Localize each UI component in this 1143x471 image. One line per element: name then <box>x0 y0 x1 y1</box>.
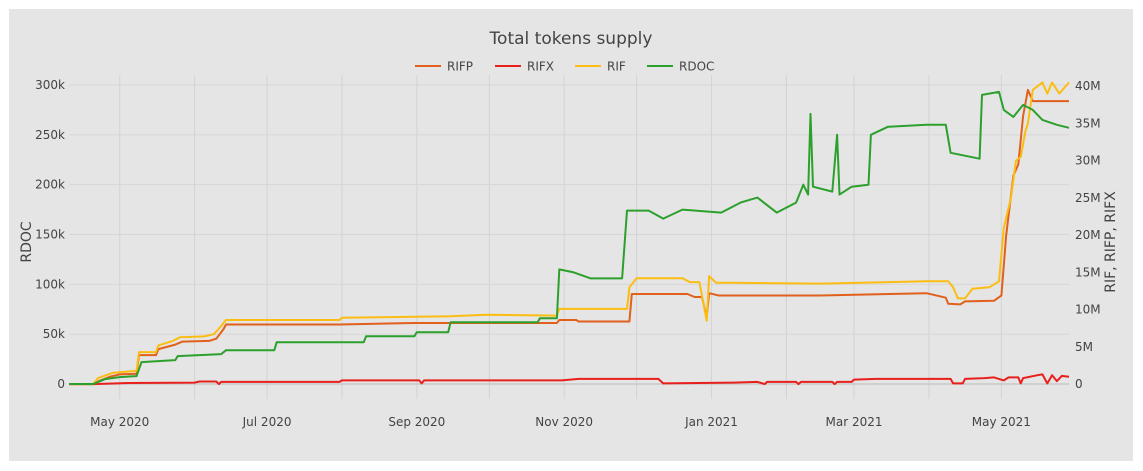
chart-title: Total tokens supply <box>489 29 653 49</box>
axis-layer: May 2020 Jul 2020 Sep 2020 Nov 2020 Jan 2021… <box>35 78 1100 429</box>
series-line-rifx <box>69 373 1070 386</box>
y-right-tick-label: 40M <box>1075 79 1101 93</box>
y-right-tick-label: 15M <box>1075 265 1101 279</box>
y-left-tick-label: 150k <box>35 228 65 242</box>
x-tick-label: Jan 2021 <box>684 415 738 429</box>
legend-label: RIF <box>607 60 626 74</box>
legend-label: RDOC <box>679 60 714 74</box>
x-tick-label: Nov 2020 <box>535 415 593 429</box>
legend-label: RIFX <box>527 60 554 74</box>
y-left-tick-label: 300k <box>35 78 65 92</box>
y-right-tick-label: 10M <box>1075 303 1101 317</box>
x-tick-label: Sep 2020 <box>388 415 445 429</box>
legend-item-rdoc[interactable]: RDOC <box>647 60 714 74</box>
x-tick-label: Mar 2021 <box>826 415 883 429</box>
legend-label: RIFP <box>447 60 473 74</box>
grid-layer <box>69 75 1069 399</box>
series-line-rdoc <box>69 90 1070 385</box>
y-right-tick-label: 35M <box>1075 116 1101 130</box>
x-tick-label: May 2020 <box>90 415 149 429</box>
legend-item-rifp[interactable]: RIFP <box>415 60 473 74</box>
y-right-tick-label: 25M <box>1075 191 1101 205</box>
series-layer <box>69 81 1070 386</box>
legend-item-rif[interactable]: RIF <box>575 60 626 74</box>
y-right-tick-label: 5M <box>1075 340 1093 354</box>
y-axis-left-title: RDOC <box>19 221 35 263</box>
legend[interactable]: RIFP RIFX RIF RDOC <box>415 60 714 74</box>
y-right-tick-label: 30M <box>1075 154 1101 168</box>
y-left-tick-label: 250k <box>35 128 65 142</box>
x-tick-label: Jul 2020 <box>242 415 292 429</box>
series-line-rif <box>69 81 1070 386</box>
y-axis-right-title: RIF, RIFP, RIFX <box>1103 191 1119 293</box>
y-left-tick-label: 50k <box>43 327 65 341</box>
y-right-tick-label: 0 <box>1075 377 1083 391</box>
y-right-tick-label: 20M <box>1075 228 1101 242</box>
y-left-tick-label: 0 <box>57 377 65 391</box>
y-left-tick-label: 100k <box>35 277 65 291</box>
series-line-rifp <box>69 88 1069 386</box>
line-chart: May 2020 Jul 2020 Sep 2020 Nov 2020 Jan 2021… <box>19 29 1119 429</box>
y-left-tick-label: 200k <box>35 178 65 192</box>
x-tick-label: May 2021 <box>972 415 1031 429</box>
legend-item-rifx[interactable]: RIFX <box>495 60 554 74</box>
chart-container: May 2020 Jul 2020 Sep 2020 Nov 2020 Jan 2021… <box>9 9 1133 461</box>
